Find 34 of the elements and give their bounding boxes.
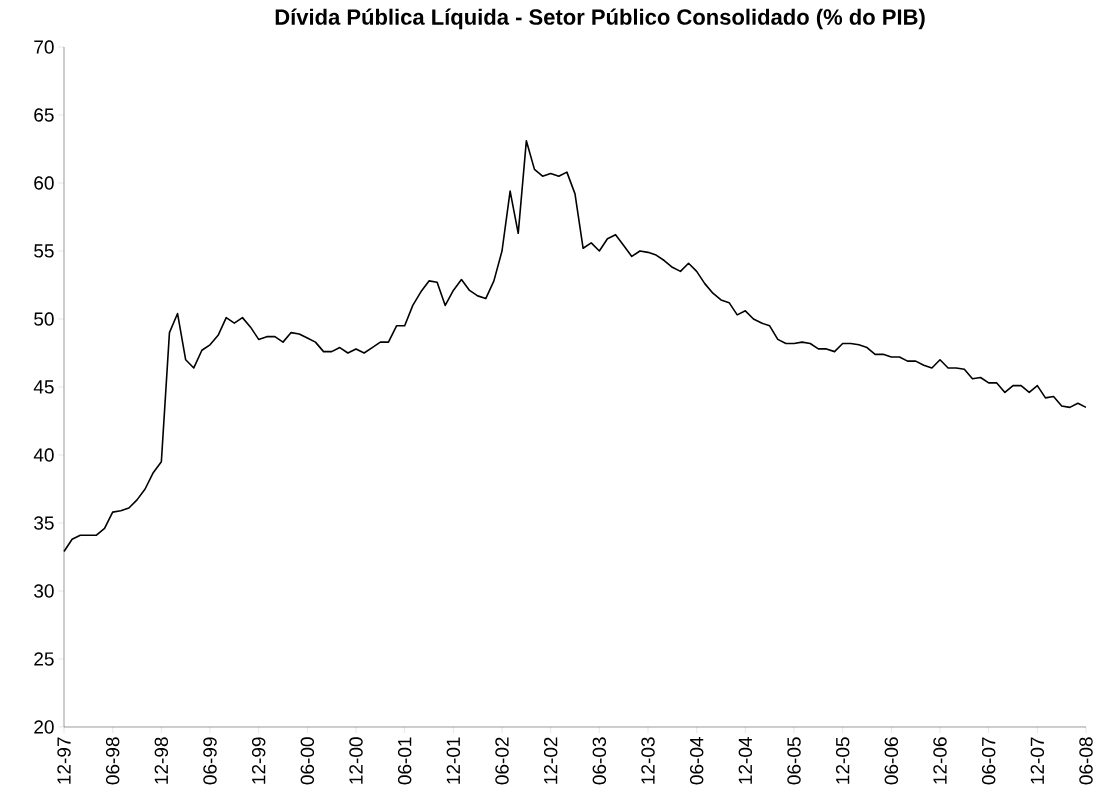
x-tick-label: 06-08 xyxy=(1079,737,1093,785)
x-tick-label: 12-04 xyxy=(738,737,753,784)
chart-title: Dívida Pública Líquida - Setor Público Consolidado (% do PIB) xyxy=(275,8,925,30)
y-tick-label: 40 xyxy=(33,448,54,462)
y-tick-label: 20 xyxy=(34,720,54,734)
x-tick-label: 12-07 xyxy=(1030,737,1045,784)
y-tick-label: 45 xyxy=(33,380,54,394)
x-tick-label: 06-02 xyxy=(495,737,509,785)
x-tick-label: 12-05 xyxy=(835,737,850,784)
y-tick-label: 35 xyxy=(34,516,54,530)
x-tick-label: 06-98 xyxy=(105,737,120,785)
x-tick-label: 06-00 xyxy=(300,737,315,785)
y-tick-label: 60 xyxy=(34,176,54,190)
x-tick-label: 06-99 xyxy=(203,737,217,785)
y-tick-label: 30 xyxy=(34,584,54,598)
x-tick-label: 12-97 xyxy=(57,737,71,784)
y-tick-label: 70 xyxy=(34,40,54,54)
x-tick-label: 12-98 xyxy=(154,737,169,784)
x-tick-label: 06-06 xyxy=(884,737,899,785)
x-tick-label: 06-03 xyxy=(592,737,607,785)
x-tick-label: 06-04 xyxy=(689,737,704,785)
x-tick-label: 06-01 xyxy=(397,737,412,785)
x-tick-label: 12-06 xyxy=(933,737,947,784)
y-tick-label: 65 xyxy=(34,108,54,122)
x-tick-label: 06-07 xyxy=(981,737,996,785)
y-tick-label: 55 xyxy=(34,244,54,258)
x-tick-label: 12-99 xyxy=(251,737,266,784)
x-tick-label: 12-01 xyxy=(446,737,461,784)
x-tick-label: 12-03 xyxy=(641,737,655,784)
x-tick-label: 12-02 xyxy=(543,737,558,784)
x-tick-label: 06-05 xyxy=(787,737,801,785)
y-tick-label: 25 xyxy=(34,652,54,666)
y-tick-label: 50 xyxy=(34,312,54,326)
x-tick-label: 12-00 xyxy=(349,737,363,784)
